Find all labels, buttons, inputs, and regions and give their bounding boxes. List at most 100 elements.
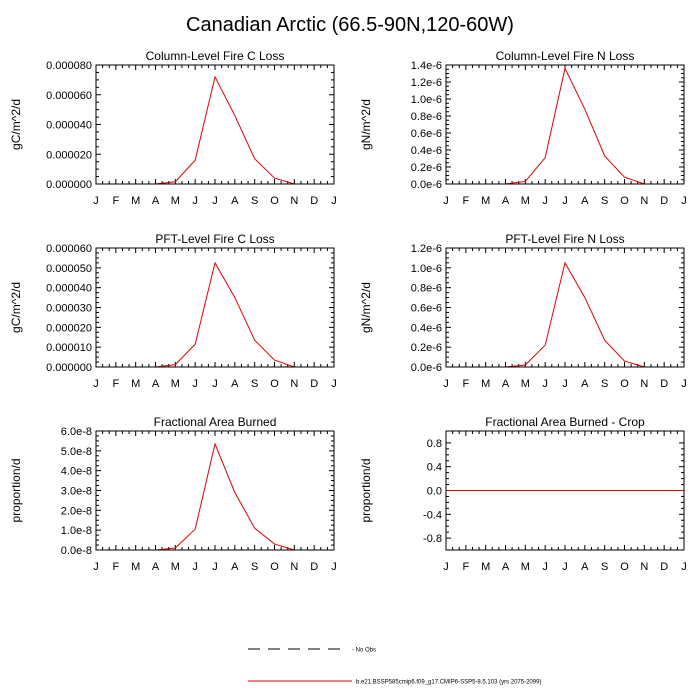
x-tick-label: F [112, 561, 119, 573]
y-tick-label: 1.4e-6 [411, 60, 442, 72]
y-tick-label: 0.8 [427, 438, 442, 450]
x-tick-label: N [290, 195, 298, 207]
x-tick-label: N [640, 378, 648, 390]
x-tick-label: A [231, 195, 239, 207]
x-tick-label: M [481, 378, 490, 390]
x-tick-label: J [93, 561, 99, 573]
y-tick-label: 0.6e-6 [411, 128, 442, 140]
x-tick-label: A [502, 378, 510, 390]
y-tick-label: 0.8e-6 [411, 111, 442, 123]
x-tick-label: D [660, 378, 668, 390]
x-tick-label: J [681, 195, 687, 207]
x-tick-label: J [331, 378, 337, 390]
x-tick-label: S [601, 378, 608, 390]
y-axis-label: proportion/d [9, 458, 23, 522]
x-tick-label: D [310, 561, 318, 573]
x-tick-label: F [462, 378, 469, 390]
y-tick-label: 0.8e-6 [411, 283, 442, 295]
y-tick-label: 0.2e-6 [411, 342, 442, 354]
plot-frame [445, 247, 685, 368]
y-tick-label: 1.0e-6 [411, 263, 442, 275]
x-tick-label: A [502, 561, 510, 573]
chart-title: Column-Level Fire C Loss [146, 49, 285, 63]
x-tick-label: M [171, 561, 180, 573]
y-tick-label: 0.000040 [46, 120, 92, 132]
x-tick-label: D [310, 195, 318, 207]
y-tick-label: 0.0e-6 [411, 179, 442, 191]
x-tick-label: N [290, 378, 298, 390]
y-axis-label: gN/m^2/d [359, 99, 373, 150]
x-tick-label: J [681, 378, 687, 390]
x-tick-label: O [270, 561, 279, 573]
x-tick-label: J [681, 561, 687, 573]
chart-title: Fractional Area Burned - Crop [485, 415, 645, 429]
x-tick-label: F [112, 195, 119, 207]
x-tick-label: N [290, 561, 298, 573]
y-tick-label: 0.000010 [46, 342, 92, 354]
y-tick-label: 5.0e-8 [61, 446, 92, 458]
series-line-model [96, 75, 334, 185]
x-tick-label: A [581, 561, 589, 573]
x-tick-label: M [131, 561, 140, 573]
x-tick-label: J [192, 378, 198, 390]
x-tick-label: J [192, 561, 198, 573]
x-tick-label: J [562, 378, 568, 390]
x-tick-label: A [581, 378, 589, 390]
x-tick-label: F [462, 561, 469, 573]
x-tick-label: J [443, 195, 449, 207]
x-tick-label: J [192, 195, 198, 207]
y-tick-label: 0.4e-6 [411, 145, 442, 157]
y-tick-label: 0.000060 [46, 243, 92, 255]
x-tick-label: D [310, 378, 318, 390]
x-tick-label: D [660, 561, 668, 573]
y-axis-label: gC/m^2/d [9, 282, 23, 333]
y-tick-label: 0.000040 [46, 283, 92, 295]
legend-obs-label: - No Obs [352, 648, 376, 654]
x-tick-label: J [562, 195, 568, 207]
legend: - No Obs b.e21.BSSP585cmip6.f09_g17.CMIP6… [248, 648, 541, 686]
chart-panel-6: Fractional Area Burned - Crop proportion/… [359, 415, 687, 573]
y-tick-label: 0.000030 [46, 303, 92, 315]
x-tick-label: A [152, 561, 160, 573]
x-tick-label: O [620, 195, 629, 207]
x-tick-label: O [620, 561, 629, 573]
y-tick-label: 0.4e-6 [411, 322, 442, 334]
x-tick-label: A [231, 561, 239, 573]
x-tick-label: M [521, 378, 530, 390]
x-tick-label: F [462, 195, 469, 207]
x-tick-label: F [112, 378, 119, 390]
x-tick-label: S [251, 561, 258, 573]
x-tick-label: S [601, 561, 608, 573]
x-tick-label: M [521, 195, 530, 207]
y-tick-label: 0.2e-6 [411, 162, 442, 174]
x-tick-label: J [93, 378, 99, 390]
x-tick-label: S [251, 195, 258, 207]
plot-frame [445, 64, 685, 185]
legend-model-label: b.e21.BSSP585cmip6.f09_g17.CMIP6-SSP5-8.… [356, 680, 541, 686]
y-tick-label: 0.0e-6 [411, 362, 442, 374]
plot-frame [95, 247, 335, 368]
x-tick-label: J [212, 561, 218, 573]
y-tick-label: 0.000000 [46, 362, 92, 374]
x-tick-label: S [601, 195, 608, 207]
x-tick-label: J [542, 561, 548, 573]
x-tick-label: D [660, 195, 668, 207]
x-tick-label: A [502, 195, 510, 207]
y-tick-label: 0.0e-8 [61, 545, 92, 557]
y-tick-label: 0.000020 [46, 149, 92, 161]
y-tick-label: 3.0e-8 [61, 486, 92, 498]
y-tick-label: 1.0e-8 [61, 525, 92, 537]
x-tick-label: J [562, 561, 568, 573]
y-tick-label: 1.2e-6 [411, 243, 442, 255]
x-tick-label: J [93, 195, 99, 207]
x-tick-label: J [331, 195, 337, 207]
y-tick-label: 0.6e-6 [411, 303, 442, 315]
series-line-model [446, 66, 684, 185]
x-tick-label: A [581, 195, 589, 207]
y-tick-label: 6.0e-8 [61, 426, 92, 438]
y-tick-label: 1.0e-6 [411, 94, 442, 106]
series-line-model [96, 442, 334, 551]
x-tick-label: J [443, 561, 449, 573]
chart-title: PFT-Level Fire C Loss [155, 232, 274, 246]
